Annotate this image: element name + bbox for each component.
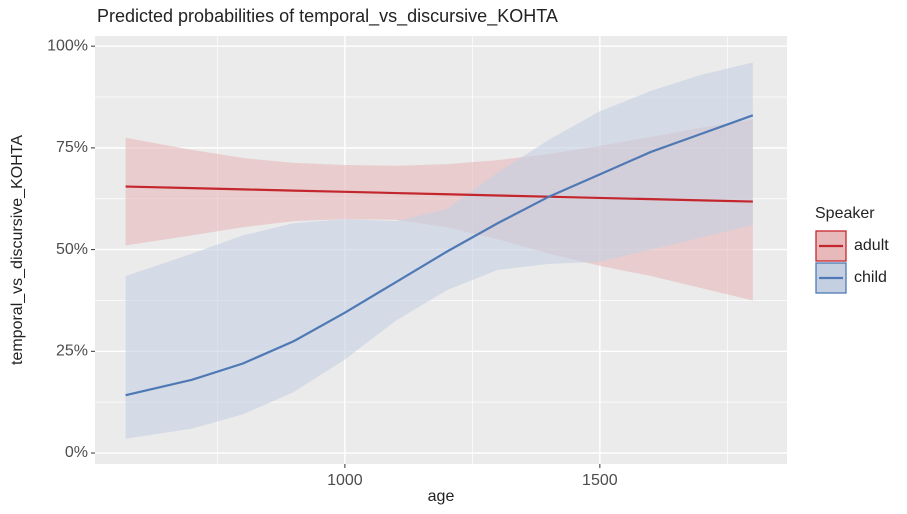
legend-title: Speaker bbox=[815, 205, 875, 222]
y-axis-label: temporal_vs_discursive_KOHTA bbox=[9, 135, 26, 365]
y-tick-label: 75% bbox=[56, 139, 88, 156]
x-axis-label: age bbox=[428, 488, 455, 505]
y-tick-label: 25% bbox=[56, 343, 88, 360]
y-tick-label: 50% bbox=[56, 241, 88, 258]
chart-title: Predicted probabilities of temporal_vs_d… bbox=[97, 6, 558, 27]
line bbox=[125, 114, 754, 397]
confidence-band bbox=[125, 62, 753, 439]
x-tick-label: 1500 bbox=[582, 472, 618, 489]
x-tick-label: 1000 bbox=[327, 472, 363, 489]
legend-label: child bbox=[854, 269, 887, 286]
plot-area bbox=[125, 62, 754, 439]
line bbox=[125, 185, 753, 203]
y-tick-label: 100% bbox=[47, 37, 88, 54]
legend-label: adult bbox=[854, 237, 889, 254]
y-tick-label: 0% bbox=[65, 444, 88, 461]
